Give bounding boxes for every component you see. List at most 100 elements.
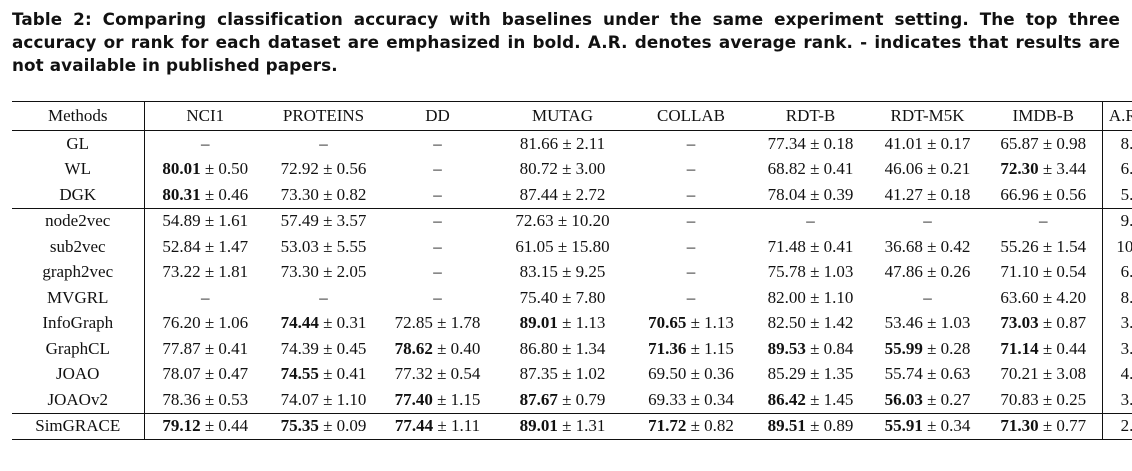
accuracy-std: ± 0.77 <box>1042 416 1087 436</box>
cell-nci1: 80.31 ± 0.46 <box>144 182 266 208</box>
accuracy-mean: – <box>686 287 696 307</box>
accuracy-std: ± 1.54 <box>1042 236 1087 256</box>
method-name: InfoGraph <box>12 310 145 336</box>
accuracy-std: ± 1.03 <box>810 262 854 282</box>
accuracy-std: ± 1.81 <box>204 262 249 282</box>
accuracy-std: ± 9.25 <box>562 262 606 282</box>
accuracy-mean: 55.26 <box>1000 236 1039 256</box>
accuracy-mean: 71.36 <box>648 338 687 358</box>
table-row: MVGRL – – – 75.40 ± 7.80 – 82.00 ± 1.10 – 63.60 … <box>12 285 1132 311</box>
accuracy-mean: 78.07 <box>162 364 201 384</box>
accuracy-std: ± 1.35 <box>810 364 854 384</box>
cell-nci1: 73.22 ± 1.81 <box>144 260 266 286</box>
accuracy-mean: – <box>433 262 442 282</box>
accuracy-mean: 73.22 <box>162 262 201 282</box>
average-rank: 5.5 <box>1101 182 1132 208</box>
accuracy-mean: 82.50 <box>767 313 806 333</box>
accuracy-mean: – <box>433 184 442 204</box>
accuracy-mean: 74.55 <box>280 364 319 384</box>
accuracy-std: ± 0.54 <box>437 364 481 384</box>
cell-rdt-b: 71.48 ± 0.41 <box>751 234 870 260</box>
accuracy-mean: 86.42 <box>767 389 806 409</box>
cell-dd: – <box>381 207 494 234</box>
header-mutag: MUTAG <box>532 106 593 125</box>
accuracy-mean: – <box>433 133 442 153</box>
cell-proteins: 74.07 ± 1.10 <box>266 387 381 413</box>
accuracy-std: ± 2.11 <box>562 133 606 153</box>
cell-rdt-m5k: 55.91 ± 0.34 <box>870 412 985 440</box>
accuracy-mean: 70.83 <box>1000 389 1039 409</box>
accuracy-mean: 55.99 <box>884 338 923 358</box>
accuracy-mean: 55.91 <box>884 416 923 436</box>
cell-imdb-b: 72.30 ± 3.44 <box>985 157 1102 183</box>
cell-rdt-b: 68.82 ± 0.41 <box>751 157 870 183</box>
accuracy-std: ± 1.31 <box>562 416 606 436</box>
cell-collab: – <box>631 207 751 234</box>
accuracy-mean: 71.30 <box>1000 416 1039 436</box>
cell-collab: 70.65 ± 1.13 <box>631 311 751 337</box>
header-rdt-b: RDT-B <box>785 106 836 125</box>
accuracy-std: ± 0.45 <box>323 338 367 358</box>
average-rank: 4.3 <box>1101 361 1132 387</box>
accuracy-mean: 72.92 <box>280 159 319 179</box>
accuracy-std: ± 0.54 <box>1042 262 1087 282</box>
accuracy-mean: 47.86 <box>884 262 923 282</box>
cell-rdt-b: 75.78 ± 1.03 <box>751 260 870 286</box>
cell-mutag: 72.63 ± 10.20 <box>494 207 631 234</box>
accuracy-mean: – <box>319 287 328 307</box>
cell-rdt-m5k: 56.03 ± 0.27 <box>870 387 985 413</box>
accuracy-mean: 53.03 <box>280 236 319 256</box>
accuracy-mean: 75.35 <box>280 416 319 436</box>
accuracy-mean: – <box>686 133 696 153</box>
accuracy-mean: – <box>433 236 442 256</box>
accuracy-std: ± 0.18 <box>927 184 971 204</box>
cell-imdb-b: 71.10 ± 0.54 <box>985 260 1102 286</box>
cell-imdb-b: 63.60 ± 4.20 <box>985 285 1102 311</box>
cell-dd: 77.44 ± 1.11 <box>381 412 494 440</box>
header-methods: Methods <box>12 101 145 131</box>
accuracy-std: ± 0.82 <box>690 416 734 436</box>
accuracy-std: ± 0.34 <box>690 389 734 409</box>
accuracy-mean: 57.49 <box>280 211 319 231</box>
accuracy-std: ± 0.47 <box>204 364 249 384</box>
cell-collab: – <box>631 182 751 208</box>
cell-collab: – <box>631 157 751 183</box>
cell-rdt-b: 89.53 ± 0.84 <box>751 336 870 362</box>
accuracy-std: ± 15.80 <box>557 236 610 256</box>
cell-imdb-b: 71.14 ± 0.44 <box>985 336 1102 362</box>
accuracy-std: ± 1.15 <box>437 389 481 409</box>
accuracy-mean: – <box>686 159 696 179</box>
method-name: SimGRACE <box>12 412 145 440</box>
accuracy-mean: 74.39 <box>280 338 319 358</box>
average-rank: 9.0 <box>1101 207 1132 234</box>
accuracy-std: ± 0.98 <box>1042 133 1087 153</box>
accuracy-mean: 85.29 <box>767 364 806 384</box>
accuracy-std: ± 1.15 <box>690 338 734 358</box>
accuracy-std: ± 0.44 <box>1042 338 1087 358</box>
accuracy-mean: 71.10 <box>1000 262 1039 282</box>
accuracy-mean: 86.80 <box>519 338 558 358</box>
accuracy-mean: 83.15 <box>519 262 558 282</box>
accuracy-mean: 75.78 <box>767 262 806 282</box>
cell-rdt-m5k: 36.68 ± 0.42 <box>870 234 985 260</box>
table-row: SimGRACE 79.12 ± 0.44 75.35 ± 0.09 77.44 ± … <box>12 412 1132 440</box>
accuracy-std: ± 0.44 <box>204 416 249 436</box>
cell-mutag: 75.40 ± 7.80 <box>494 285 631 311</box>
cell-collab: – <box>631 260 751 286</box>
accuracy-mean: 71.48 <box>767 236 806 256</box>
accuracy-std: ± 0.63 <box>927 364 971 384</box>
accuracy-mean: – <box>806 211 815 231</box>
accuracy-std: ± 0.27 <box>927 389 971 409</box>
accuracy-mean: 77.32 <box>394 364 433 384</box>
accuracy-mean: 52.84 <box>162 236 201 256</box>
cell-nci1: 77.87 ± 0.41 <box>144 336 266 362</box>
cell-dd: – <box>381 285 494 311</box>
cell-mutag: 89.01 ± 1.13 <box>494 311 631 337</box>
method-name: graph2vec <box>12 259 145 285</box>
cell-nci1: 54.89 ± 1.61 <box>144 207 266 234</box>
average-rank: 3.1 <box>1101 336 1132 362</box>
cell-proteins: 74.55 ± 0.41 <box>266 362 381 388</box>
table-row: sub2vec 52.84 ± 1.47 53.03 ± 5.55–61.05 ± … <box>12 234 1132 260</box>
method-name: JOAO <box>12 361 145 387</box>
cell-proteins: – <box>266 285 381 311</box>
